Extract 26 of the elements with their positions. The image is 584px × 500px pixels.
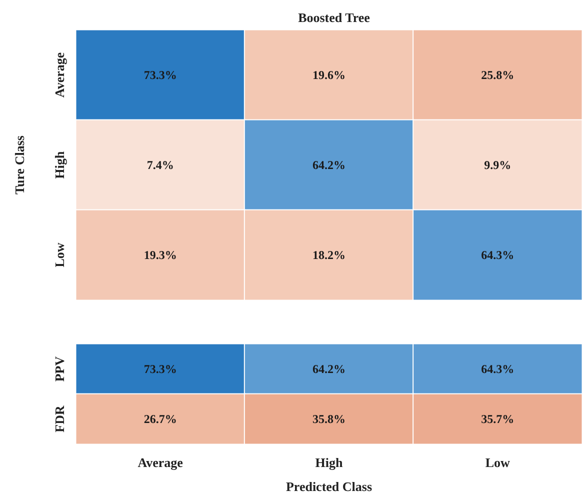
data-label: 73.3% [144,362,177,376]
chart-title: Boosted Tree [298,10,370,25]
data-label: 19.6% [312,68,346,82]
x-tick-label: Low [485,455,511,470]
y-tick-label: High [52,150,67,179]
y-tick-label: FDR [52,405,67,432]
x-axis-title: Predicted Class [286,479,372,494]
y-tick-label: Average [52,52,67,98]
data-label: 64.3% [481,362,514,376]
data-label: 26.7% [144,412,177,426]
x-tick-label: Average [138,455,184,470]
x-tick-label: High [315,455,344,470]
data-label: 73.3% [144,68,177,82]
y-axis-title: Ture Class [12,136,27,194]
data-label: 64.2% [312,158,346,172]
data-label: 64.2% [312,362,346,376]
data-label: 19.3% [144,248,177,262]
data-label: 64.3% [481,248,514,262]
data-label: 7.4% [146,158,174,172]
y-tick-label: Low [52,242,67,268]
data-label: 35.7% [481,412,514,426]
y-tick-label: PPV [52,356,67,382]
data-label: 18.2% [312,248,346,262]
data-label: 35.8% [312,412,346,426]
data-label: 9.9% [484,158,512,172]
data-label: 25.8% [481,68,514,82]
